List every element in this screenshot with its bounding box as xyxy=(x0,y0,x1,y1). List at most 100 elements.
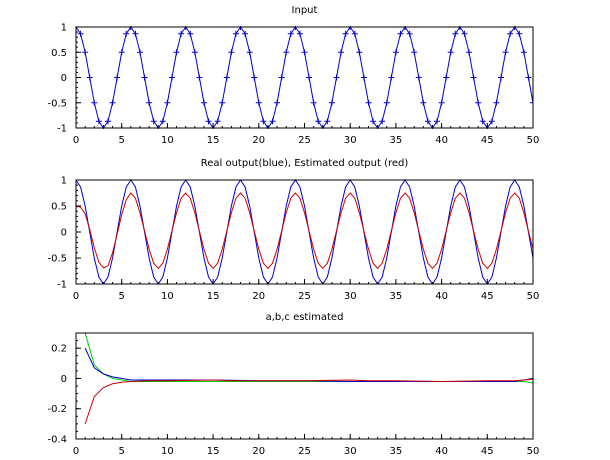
x-tick-label: 40 xyxy=(435,446,448,457)
data-point xyxy=(77,30,84,37)
y-tick-label: 1 xyxy=(61,176,67,187)
y-tick-label: -0.5 xyxy=(47,254,67,265)
y-tick-label: 0.5 xyxy=(51,202,67,213)
data-point xyxy=(269,118,276,125)
y-tick-label: -0.2 xyxy=(47,404,67,415)
y-tick-label: -1 xyxy=(57,280,67,291)
x-tick-label: 5 xyxy=(119,446,125,457)
data-point xyxy=(370,118,377,125)
y-tick-label: -0.5 xyxy=(47,98,67,109)
x-tick-label: 0 xyxy=(73,291,79,302)
data-point xyxy=(351,30,358,37)
data-point xyxy=(420,99,427,106)
data-point xyxy=(479,118,486,125)
data-point xyxy=(274,99,281,106)
data-point xyxy=(461,30,468,37)
x-tick-label: 25 xyxy=(298,135,311,146)
data-point xyxy=(488,118,495,125)
data-point xyxy=(470,74,477,81)
x-tick-label: 10 xyxy=(161,291,174,302)
data-point xyxy=(283,49,290,56)
data-point xyxy=(296,30,303,37)
y-tick-label: -1 xyxy=(57,124,67,135)
data-point xyxy=(525,74,532,81)
data-point xyxy=(191,49,198,56)
data-point xyxy=(411,49,418,56)
data-point xyxy=(452,30,459,37)
x-tick-label: 15 xyxy=(207,135,220,146)
data-point xyxy=(392,49,399,56)
x-tick-label: 50 xyxy=(527,291,540,302)
data-point xyxy=(104,118,111,125)
data-point xyxy=(383,99,390,106)
x-tick-label: 15 xyxy=(207,291,220,302)
data-point xyxy=(315,118,322,125)
x-tick-label: 20 xyxy=(252,446,265,457)
data-point xyxy=(187,30,194,37)
x-tick-label: 45 xyxy=(481,291,494,302)
data-point xyxy=(91,99,98,106)
x-tick-label: 35 xyxy=(390,291,403,302)
data-point xyxy=(388,74,395,81)
x-tick-label: 35 xyxy=(390,446,403,457)
data-point xyxy=(424,118,431,125)
y-tick-label: 0 xyxy=(61,73,67,84)
series-line-1 xyxy=(84,332,533,384)
data-point xyxy=(475,99,482,106)
data-point xyxy=(123,30,130,37)
x-tick-label: 0 xyxy=(73,446,79,457)
plot-area xyxy=(76,26,533,129)
data-point xyxy=(255,99,262,106)
data-point xyxy=(360,74,367,81)
x-tick-label: 25 xyxy=(298,446,311,457)
y-tick-label: -0.4 xyxy=(47,435,67,446)
data-point xyxy=(498,74,505,81)
x-tick-label: 10 xyxy=(161,135,174,146)
data-point xyxy=(310,99,317,106)
data-point xyxy=(86,74,93,81)
data-point xyxy=(516,30,523,37)
data-point xyxy=(242,30,249,37)
y-tick-label: 0 xyxy=(61,374,67,385)
x-tick-label: 45 xyxy=(481,135,494,146)
data-point xyxy=(196,74,203,81)
plot-frame xyxy=(75,332,534,440)
chart-title: a,b,c estimated xyxy=(266,312,344,323)
data-point xyxy=(306,74,313,81)
data-point xyxy=(530,99,533,106)
data-point xyxy=(301,49,308,56)
y-tick-label: 0.2 xyxy=(51,344,67,355)
data-point xyxy=(466,49,473,56)
data-point xyxy=(379,118,386,125)
data-point xyxy=(260,118,267,125)
data-point xyxy=(136,49,143,56)
data-point xyxy=(438,99,445,106)
data-point xyxy=(232,30,239,37)
data-point xyxy=(338,49,345,56)
data-point xyxy=(168,74,175,81)
x-tick-label: 30 xyxy=(344,446,357,457)
x-tick-label: 0 xyxy=(73,135,79,146)
data-point xyxy=(146,99,153,106)
data-point xyxy=(507,30,514,37)
data-point xyxy=(328,99,335,106)
x-tick-label: 35 xyxy=(390,135,403,146)
data-point xyxy=(493,99,500,106)
x-tick-label: 50 xyxy=(527,446,540,457)
x-tick-label: 5 xyxy=(119,135,125,146)
data-point xyxy=(118,49,125,56)
plot-area xyxy=(84,332,533,425)
data-point xyxy=(178,30,185,37)
data-point xyxy=(356,49,363,56)
data-point xyxy=(109,99,116,106)
data-point xyxy=(447,49,454,56)
data-point xyxy=(406,30,413,37)
data-point xyxy=(287,30,294,37)
data-point xyxy=(246,49,253,56)
data-point xyxy=(365,99,372,106)
data-point xyxy=(219,99,226,106)
x-tick-label: 40 xyxy=(435,135,448,146)
x-tick-label: 25 xyxy=(298,291,311,302)
